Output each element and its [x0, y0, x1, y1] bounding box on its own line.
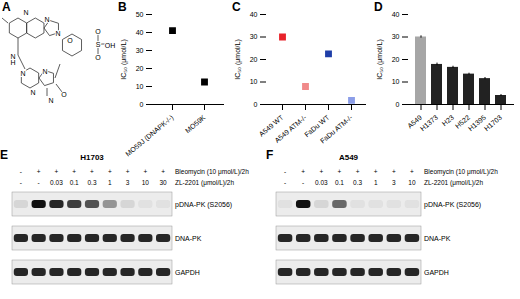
svg-text:+: +: [143, 168, 147, 175]
svg-text:+: +: [338, 168, 342, 175]
svg-text:20: 20: [250, 56, 258, 63]
svg-text:IC₅₀ (μmol/L): IC₅₀ (μmol/L): [120, 39, 128, 79]
svg-text:H1703: H1703: [80, 153, 104, 162]
svg-text:IC₅₀ (μmol/L): IC₅₀ (μmol/L): [234, 39, 242, 79]
svg-text:A549: A549: [406, 113, 424, 130]
svg-text:20: 20: [136, 65, 144, 72]
svg-text:MO59K: MO59K: [184, 113, 207, 134]
svg-text:FaDu ATM-/-: FaDu ATM-/-: [319, 113, 354, 144]
svg-text:+: +: [356, 168, 360, 175]
svg-text:A549: A549: [339, 153, 359, 162]
svg-text:N: N: [42, 68, 47, 75]
svg-text:+: +: [126, 168, 130, 175]
svg-text:O: O: [67, 37, 73, 44]
svg-text:3: 3: [392, 179, 396, 186]
svg-text:-: -: [38, 179, 40, 186]
svg-text:0.3: 0.3: [353, 179, 362, 186]
svg-text:-: -: [302, 179, 304, 186]
svg-text:+: +: [72, 168, 76, 175]
svg-text:H522: H522: [453, 113, 472, 130]
svg-text:10: 10: [408, 179, 416, 186]
svg-text:H1703: H1703: [483, 114, 503, 133]
svg-text:40: 40: [136, 29, 144, 36]
svg-text:+: +: [301, 168, 305, 175]
svg-text:0: 0: [254, 101, 258, 108]
svg-text:Bleomycin (10 μmol/L)/2h: Bleomycin (10 μmol/L)/2h: [175, 168, 249, 176]
html-text:B: B: [118, 0, 127, 14]
svg-text:N: N: [23, 9, 28, 16]
svg-text:H1373: H1373: [419, 114, 439, 133]
svg-text:30: 30: [136, 47, 144, 54]
svg-text:FaDu WT: FaDu WT: [303, 113, 331, 139]
svg-text:20: 20: [392, 56, 400, 63]
svg-text:+: +: [319, 168, 323, 175]
html-text:A: A: [2, 0, 11, 14]
svg-text:10: 10: [392, 78, 400, 85]
svg-text:+: +: [90, 168, 94, 175]
svg-text:30: 30: [250, 33, 258, 40]
svg-text:N: N: [55, 30, 60, 37]
svg-text:ZL-2201 (μmol/L)/2h: ZL-2201 (μmol/L)/2h: [175, 179, 234, 187]
svg-text:0: 0: [396, 101, 400, 108]
svg-text:A549 ATM-/-: A549 ATM-/-: [273, 113, 308, 144]
svg-text:N: N: [30, 89, 35, 96]
svg-text:0.1: 0.1: [335, 179, 344, 186]
svg-text:O: O: [61, 91, 67, 98]
svg-text:+: +: [55, 168, 59, 175]
svg-text:N: N: [48, 97, 53, 104]
svg-text:A549 WT: A549 WT: [257, 113, 285, 138]
svg-text:-: -: [20, 168, 22, 175]
svg-text:S: S: [96, 41, 101, 48]
svg-text:-: -: [284, 179, 286, 186]
svg-text:30: 30: [392, 33, 400, 40]
svg-text:1: 1: [108, 179, 112, 186]
svg-text:+: +: [392, 168, 396, 175]
html-text:F: F: [266, 148, 274, 162]
svg-text:GAPDH: GAPDH: [175, 269, 200, 276]
svg-text:40: 40: [392, 11, 400, 18]
svg-text:+: +: [161, 168, 165, 175]
svg-text:0.1: 0.1: [70, 179, 79, 186]
svg-text:OH: OH: [105, 42, 116, 49]
svg-text:DNA-PK: DNA-PK: [175, 235, 202, 242]
svg-text:0: 0: [140, 101, 144, 108]
svg-text:pDNA-PK (S2056): pDNA-PK (S2056): [175, 201, 232, 209]
svg-text:0.03: 0.03: [50, 179, 63, 186]
svg-text:+: +: [410, 168, 414, 175]
svg-text:ZL-2201 (μmol/L)/2h: ZL-2201 (μmol/L)/2h: [424, 179, 483, 187]
svg-text:10: 10: [250, 78, 258, 85]
svg-text:1: 1: [374, 179, 378, 186]
svg-text:+: +: [374, 168, 378, 175]
svg-text:3: 3: [126, 179, 130, 186]
svg-text:40: 40: [250, 11, 258, 18]
svg-text:H: H: [10, 59, 15, 66]
svg-text:+: +: [37, 168, 41, 175]
svg-text:+: +: [108, 168, 112, 175]
svg-text:N: N: [10, 52, 16, 60]
svg-text:Bleomycin (10 μmol/L)/2h: Bleomycin (10 μmol/L)/2h: [424, 168, 498, 176]
svg-text:MO59J (DNAPK-/-): MO59J (DNAPK-/-): [124, 114, 175, 159]
svg-text:N: N: [44, 16, 49, 23]
svg-text:0.03: 0.03: [315, 179, 328, 186]
svg-text:50: 50: [136, 11, 144, 18]
svg-text:H1395: H1395: [466, 113, 488, 133]
svg-text:pDNA-PK (S2056): pDNA-PK (S2056): [424, 201, 481, 209]
html-text:D: D: [374, 0, 383, 14]
svg-text:IC₅₀ (μmol/L): IC₅₀ (μmol/L): [376, 39, 384, 79]
svg-text:30: 30: [159, 179, 167, 186]
svg-text:0.3: 0.3: [87, 179, 96, 186]
svg-text:DNA-PK: DNA-PK: [424, 235, 451, 242]
svg-text:O: O: [95, 54, 101, 61]
svg-text:N: N: [20, 70, 25, 77]
svg-text:10: 10: [136, 83, 144, 90]
svg-text:-: -: [284, 168, 286, 175]
svg-text:O: O: [95, 28, 101, 35]
svg-text:H23: H23: [441, 114, 455, 128]
svg-text:-: -: [20, 179, 22, 186]
html-text:E: E: [0, 148, 8, 162]
html-text:C: C: [232, 0, 241, 14]
svg-text:10: 10: [142, 179, 150, 186]
svg-text:GAPDH: GAPDH: [424, 269, 449, 276]
